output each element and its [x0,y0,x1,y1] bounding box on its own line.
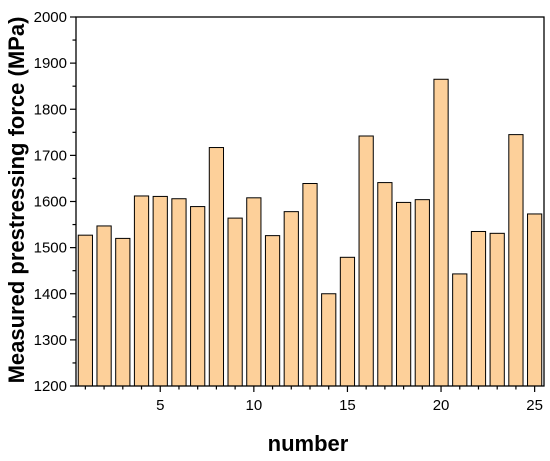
y-tick-label: 1200 [34,378,67,395]
bar-23 [489,232,505,387]
bar-8 [208,147,225,387]
bar-22 [470,230,487,387]
bar-6 [171,198,187,387]
bar-9 [227,217,243,387]
bar-13 [302,183,318,387]
y-tick-label: 1700 [34,147,67,164]
x-tick-label: 25 [526,397,543,414]
bar-14 [321,293,337,387]
x-tick-label: 20 [433,397,450,414]
bar-12 [283,211,299,387]
x-tick-label: 15 [339,397,356,414]
bar-5 [152,195,168,387]
y-tick-label: 1400 [34,286,67,303]
x-tick-label: 5 [156,397,164,414]
bar-17 [377,182,393,387]
bar-10 [246,197,262,387]
bar-16 [358,135,374,387]
bar-21 [452,273,468,387]
bar-7 [190,206,206,387]
bar-24 [508,134,524,387]
bar-19 [414,199,430,387]
y-tick-label: 1600 [34,194,67,211]
bar-2 [96,225,112,387]
bar-1 [77,234,93,387]
y-ticks-group: 1200 1300 1400 1500 1600 1700 1800 1900 2000 [34,9,76,395]
y-tick-label: 1800 [34,101,67,118]
bar-4 [133,195,150,387]
x-axis-title: number [268,431,349,456]
bars-group [77,78,543,387]
bar-20 [433,78,449,387]
x-tick-label: 10 [245,397,262,414]
bar-18 [395,201,412,387]
y-tick-label: 1900 [34,55,67,72]
y-tick-label: 2000 [34,9,67,26]
bar-15 [339,256,356,387]
x-ticks-group: 5 10 15 20 25 [84,386,543,414]
bar-3 [115,237,131,387]
y-axis-title: Measured prestressing force (MPa) [4,17,29,384]
bar-11 [264,235,281,387]
y-tick-label: 1500 [34,240,67,257]
bar-25 [527,213,543,387]
y-tick-label: 1300 [34,332,67,349]
